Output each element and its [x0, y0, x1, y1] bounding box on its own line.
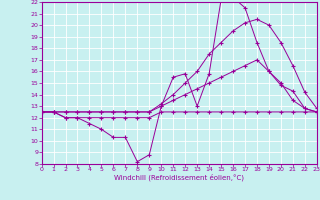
- X-axis label: Windchill (Refroidissement éolien,°C): Windchill (Refroidissement éolien,°C): [114, 174, 244, 181]
